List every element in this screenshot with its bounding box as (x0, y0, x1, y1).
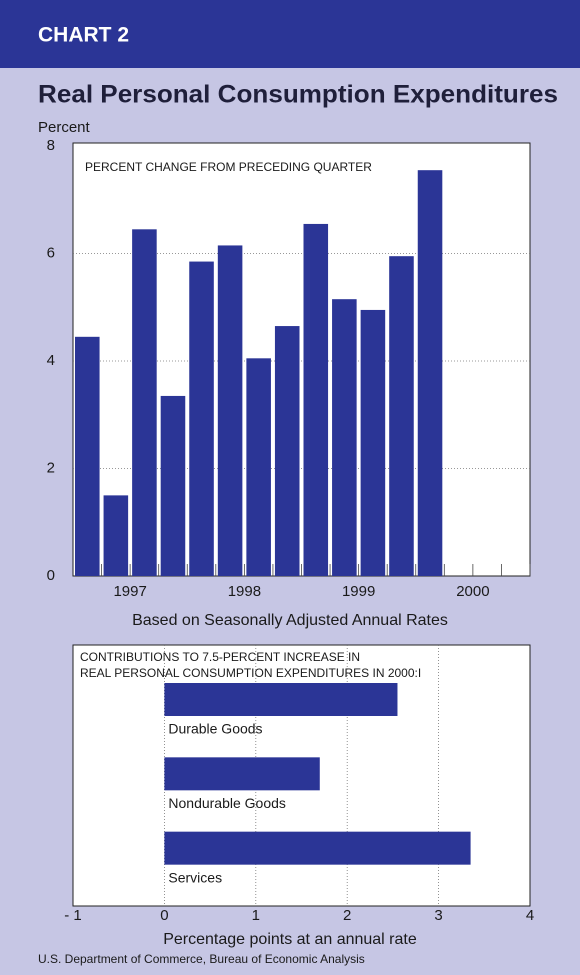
x-tick-label: - 1 (64, 907, 82, 924)
x-axis-label: Percentage points at an annual rate (163, 931, 417, 948)
x-tick-label: 0 (160, 907, 168, 924)
annotation: REAL PERSONAL CONSUMPTION EXPENDITURES I… (80, 666, 421, 680)
y-tick-label: 2 (47, 459, 55, 476)
bar (217, 245, 243, 576)
bar (164, 683, 398, 716)
bar (246, 358, 271, 576)
y-tick-label: 0 (47, 567, 55, 584)
bar (164, 757, 320, 791)
chart-label: CHART 2 (38, 24, 129, 47)
bar (160, 395, 186, 576)
y-tick-label: 8 (47, 137, 55, 154)
bar (132, 229, 157, 576)
y-axis-label: Percent (38, 119, 91, 136)
category-label: Services (168, 869, 222, 885)
header-band (0, 0, 580, 68)
category-label: Durable Goods (168, 721, 262, 737)
annotation: CONTRIBUTIONS TO 7.5-PERCENT INCREASE IN (80, 650, 360, 664)
x-tick-label: 2 (343, 907, 351, 924)
source: U.S. Department of Commerce, Bureau of E… (38, 952, 365, 966)
bar (274, 326, 300, 576)
category-label: Nondurable Goods (168, 795, 286, 811)
x-tick-label: 1998 (228, 583, 261, 600)
x-tick-label: 1 (252, 907, 260, 924)
bar (74, 336, 100, 576)
y-tick-label: 6 (47, 244, 55, 261)
x-tick-label: 1997 (113, 583, 146, 600)
bar (332, 299, 357, 576)
annotation: PERCENT CHANGE FROM PRECEDING QUARTER (85, 160, 372, 174)
bar (360, 309, 386, 576)
bar (417, 170, 443, 576)
bar (164, 831, 471, 865)
x-tick-label: 1999 (342, 583, 375, 600)
bar (189, 261, 214, 576)
chart-title: Real Personal Consumption Expenditures (38, 81, 558, 109)
bar (303, 223, 329, 576)
bar (103, 495, 129, 576)
x-tick-label: 3 (434, 907, 442, 924)
x-axis-label: Based on Seasonally Adjusted Annual Rate… (132, 612, 448, 629)
x-tick-label: 4 (526, 907, 534, 924)
bar (389, 256, 414, 576)
y-tick-label: 4 (47, 352, 55, 369)
x-tick-label: 2000 (456, 583, 489, 600)
